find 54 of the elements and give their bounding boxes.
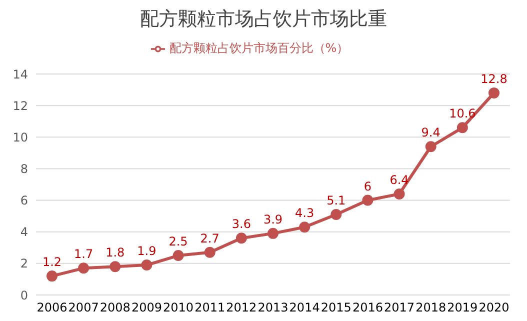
y-tick-label: 4 [20, 225, 28, 240]
x-tick-label: 2008 [100, 300, 130, 315]
data-label: 9.4 [421, 126, 440, 140]
data-label: 4.3 [295, 206, 314, 220]
x-tick-label: 2017 [384, 300, 415, 315]
y-tick-label: 6 [20, 194, 28, 208]
data-label: 6 [364, 179, 372, 194]
x-tick-label: 2016 [352, 300, 383, 315]
data-label: 1.8 [106, 246, 125, 260]
x-tick-label: 2011 [194, 300, 226, 315]
data-label: 2.5 [168, 234, 188, 249]
x-tick-label: 2018 [416, 300, 446, 315]
chart-title: 配方颗粒市场占饮片市场比重 [139, 7, 388, 32]
point [456, 122, 468, 134]
y-tick-label: 8 [20, 162, 28, 176]
point [362, 194, 374, 206]
x-tick-label: 2007 [68, 300, 99, 315]
point [394, 188, 405, 200]
point [141, 260, 152, 271]
x-tick-label: 2010 [163, 300, 194, 315]
point [110, 261, 121, 272]
point [488, 87, 500, 98]
data-label: 5.1 [326, 193, 346, 208]
legend-label: 配方颗粒占饮片市场百分比（%） [169, 41, 349, 55]
point [78, 262, 90, 274]
y-tick-label: 14 [12, 67, 28, 82]
data-label: 3.9 [263, 212, 283, 226]
x-tick-label: 2014 [289, 300, 320, 315]
point [46, 270, 58, 282]
point [425, 141, 436, 152]
data-label: 3.6 [232, 217, 251, 232]
point [299, 222, 310, 233]
point [268, 228, 278, 239]
x-tick-label: 2013 [258, 300, 288, 315]
y-tick-label: 10 [12, 130, 28, 144]
y-tick-label: 2 [20, 256, 28, 271]
point [236, 232, 247, 244]
x-tick-label: 2012 [226, 300, 257, 315]
point [204, 246, 216, 258]
point [172, 250, 184, 262]
data-label: 1.2 [42, 255, 62, 270]
data-label: 12.8 [480, 72, 508, 86]
x-tick-label: 2015 [320, 300, 352, 315]
data-label: 2.7 [200, 231, 220, 246]
y-tick-label: 12 [12, 98, 28, 113]
data-label: 1.7 [74, 247, 94, 262]
data-label: 1.9 [137, 244, 156, 258]
x-tick-label: 2020 [478, 300, 510, 315]
x-tick-label: 2006 [36, 300, 68, 315]
x-tick-label: 2009 [131, 300, 162, 315]
y-tick-label: 0 [20, 288, 28, 302]
point [330, 208, 342, 220]
data-label: 10.6 [449, 106, 476, 121]
x-tick-label: 2019 [447, 300, 478, 315]
